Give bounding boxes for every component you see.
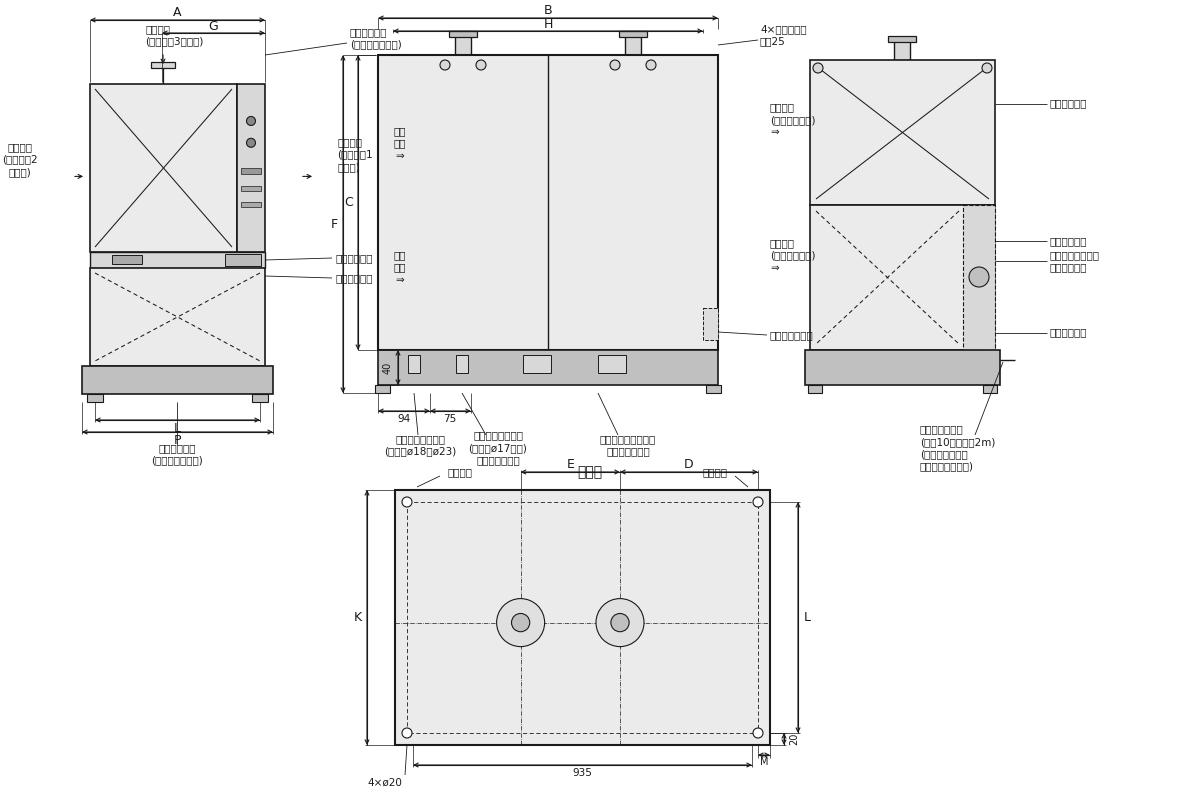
Text: 通風
方向
⇒: 通風 方向 ⇒ xyxy=(394,250,406,285)
Bar xyxy=(984,385,997,393)
Circle shape xyxy=(813,63,823,73)
Text: 電源コード固定具
(電線径ø18～ø23): 電源コード固定具 (電線径ø18～ø23) xyxy=(383,434,456,456)
Bar xyxy=(619,31,647,37)
Text: 通風空気入口
(防塵フィルタ付): 通風空気入口 (防塵フィルタ付) xyxy=(151,443,202,465)
Text: D: D xyxy=(684,458,694,471)
Bar xyxy=(87,394,103,402)
Bar xyxy=(894,40,910,60)
Bar xyxy=(706,385,721,393)
Text: 通風方向
(無記号指定時)
⇒: 通風方向 (無記号指定時) ⇒ xyxy=(770,238,816,273)
Bar xyxy=(237,84,265,252)
Bar xyxy=(379,350,718,385)
Bar xyxy=(807,385,822,393)
Text: H: H xyxy=(544,18,552,31)
Text: 通風方向
(排熱方向2
指定時): 通風方向 (排熱方向2 指定時) xyxy=(2,142,38,177)
Text: 上面図: 上面図 xyxy=(577,465,603,479)
Text: 4×アイボルト
内径25: 4×アイボルト 内径25 xyxy=(760,24,806,46)
Circle shape xyxy=(247,138,255,147)
Circle shape xyxy=(497,598,545,646)
Circle shape xyxy=(595,598,645,646)
Bar xyxy=(395,490,770,745)
Text: ドレンチューブ: ドレンチューブ xyxy=(770,330,813,340)
Bar xyxy=(241,168,261,174)
Bar xyxy=(456,355,468,373)
Text: ヘビーデューティ
オートドレン: ヘビーデューティ オートドレン xyxy=(1049,250,1100,272)
Text: 通風
方向
⇒: 通風 方向 ⇒ xyxy=(394,126,406,161)
Circle shape xyxy=(476,60,486,70)
Text: L: L xyxy=(174,422,181,434)
Text: 通風方向
(無記号指定時)
⇒: 通風方向 (無記号指定時) ⇒ xyxy=(770,102,816,138)
Text: 空気入口: 空気入口 xyxy=(448,467,472,477)
Circle shape xyxy=(969,267,990,287)
Text: 75: 75 xyxy=(443,414,456,424)
Text: F: F xyxy=(331,218,338,230)
Text: 信号用端子台: 信号用端子台 xyxy=(335,273,373,283)
Text: B: B xyxy=(544,5,552,18)
Bar xyxy=(379,55,718,350)
Text: E: E xyxy=(567,458,574,471)
Text: M: M xyxy=(760,757,768,767)
Text: K: K xyxy=(353,611,362,624)
Bar xyxy=(703,308,718,340)
Text: ドレンチューブ
(外径10、長さ約2m)
(反対側から出す
ことも可能です。): ドレンチューブ (外径10、長さ約2m) (反対側から出す ことも可能です。) xyxy=(920,424,996,472)
Bar xyxy=(810,205,996,350)
Bar xyxy=(252,394,268,402)
Bar xyxy=(241,186,261,191)
Text: L: L xyxy=(804,611,811,624)
Text: 結露水ドレンパン用
ドレンチューブ: 結露水ドレンパン用 ドレンチューブ xyxy=(600,434,657,456)
Bar xyxy=(225,254,261,266)
Text: G: G xyxy=(208,21,218,34)
Bar xyxy=(455,35,471,55)
Bar xyxy=(888,36,916,42)
Bar xyxy=(241,202,261,206)
Bar xyxy=(805,350,1000,385)
Circle shape xyxy=(611,614,629,632)
Text: 94: 94 xyxy=(398,414,411,424)
Circle shape xyxy=(512,614,530,632)
Text: ボールバルブ: ボールバルブ xyxy=(1049,236,1088,246)
Bar xyxy=(524,355,551,373)
Bar xyxy=(963,205,996,350)
Bar xyxy=(625,35,641,55)
Bar xyxy=(449,31,477,37)
Text: 通風空気出口: 通風空気出口 xyxy=(1049,328,1088,338)
Bar xyxy=(375,385,391,393)
Circle shape xyxy=(247,117,255,126)
Text: 4×ø20: 4×ø20 xyxy=(367,778,403,788)
Text: 信号コード差込口
(電線径ø17以下)
膜付グロメット: 信号コード差込口 (電線径ø17以下) 膜付グロメット xyxy=(468,430,527,466)
Bar xyxy=(81,366,273,394)
Circle shape xyxy=(646,60,657,70)
Circle shape xyxy=(982,63,992,73)
Text: 40: 40 xyxy=(383,362,393,374)
Text: 通風方向
(排熱方向3指定時): 通風方向 (排熱方向3指定時) xyxy=(145,24,204,46)
Text: 通風方向
(排熱方向1
指定時): 通風方向 (排熱方向1 指定時) xyxy=(337,137,373,172)
Bar xyxy=(90,268,265,366)
Text: 空気出口: 空気出口 xyxy=(702,467,727,477)
Bar xyxy=(598,355,627,373)
Bar xyxy=(810,60,996,205)
Text: 通風空気入口
(防塵フィルタ付): 通風空気入口 (防塵フィルタ付) xyxy=(350,26,401,50)
Circle shape xyxy=(610,60,621,70)
Text: 電源用端子台: 電源用端子台 xyxy=(335,253,373,263)
Circle shape xyxy=(403,497,412,507)
Text: 20: 20 xyxy=(789,733,799,745)
Text: 935: 935 xyxy=(573,768,593,778)
Text: C: C xyxy=(345,196,353,209)
Bar xyxy=(407,502,758,733)
Circle shape xyxy=(403,728,412,738)
Bar xyxy=(90,84,237,252)
Bar xyxy=(111,255,143,264)
Bar xyxy=(409,355,420,373)
Text: A: A xyxy=(174,6,182,19)
Bar xyxy=(151,62,175,68)
Text: P: P xyxy=(174,434,181,446)
Circle shape xyxy=(754,497,763,507)
Circle shape xyxy=(440,60,450,70)
Bar xyxy=(90,252,265,268)
Circle shape xyxy=(754,728,763,738)
Text: 通風空気出口: 通風空気出口 xyxy=(1049,98,1088,109)
